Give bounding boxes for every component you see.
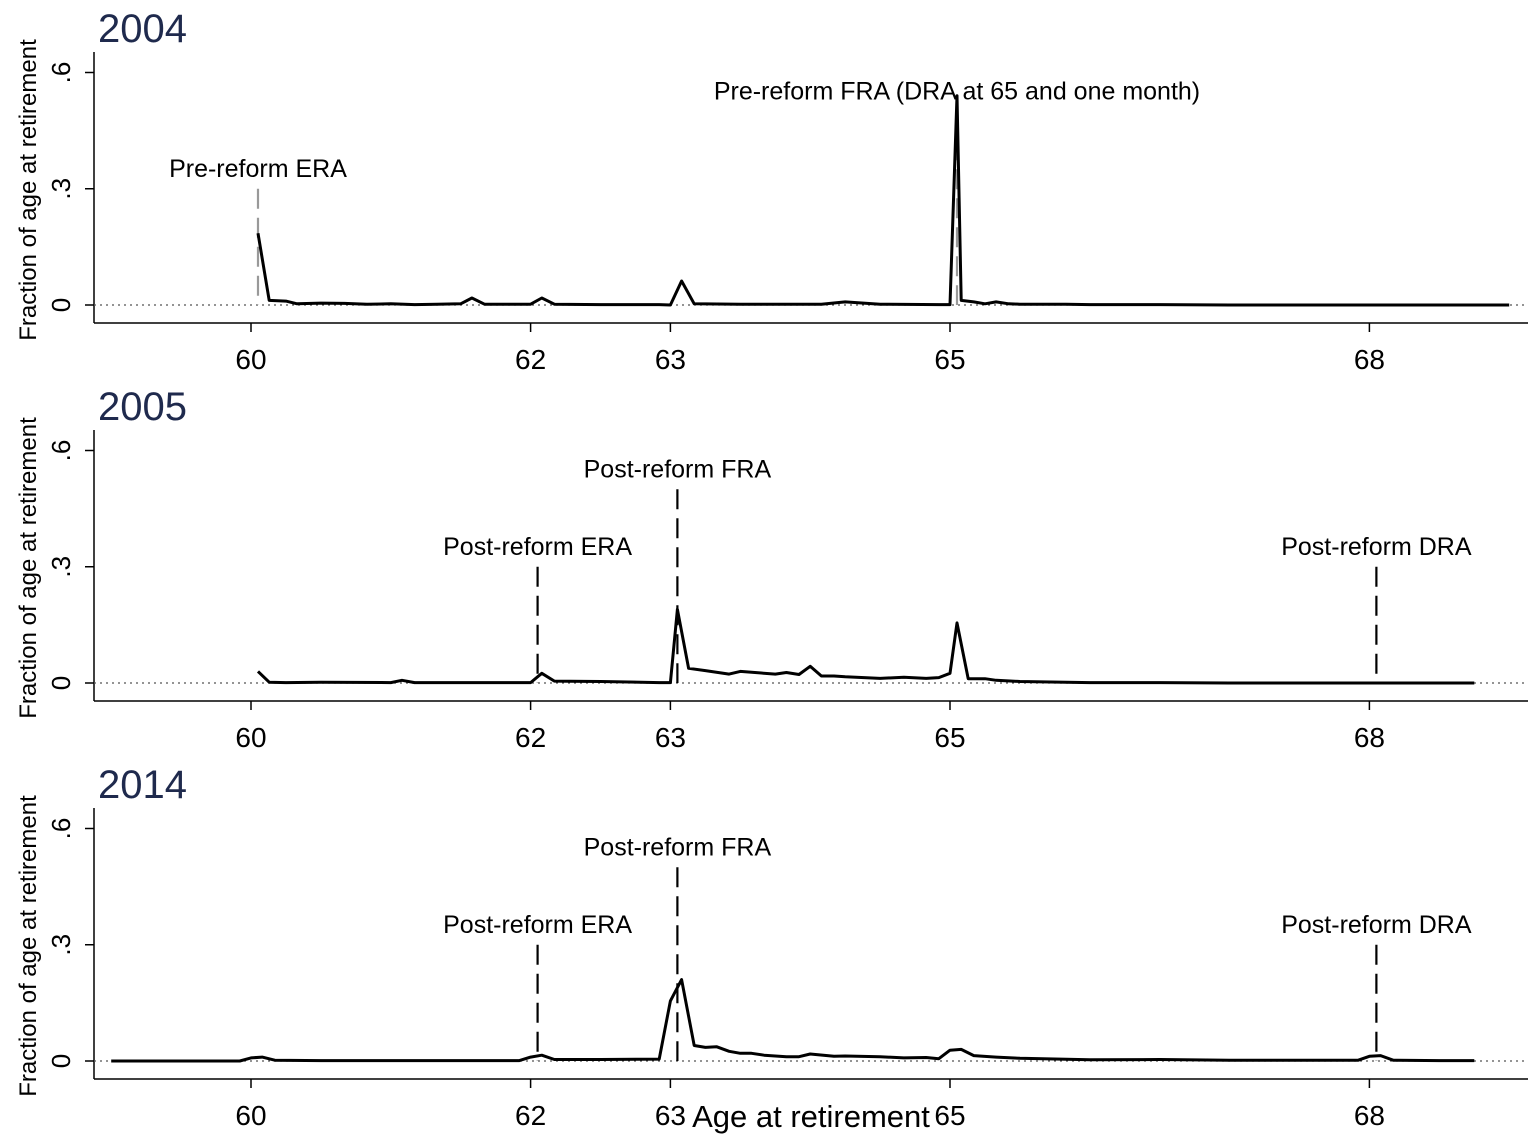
y-tick-label: .6	[46, 818, 76, 840]
series-line	[256, 607, 1475, 685]
y-tick-label: 0	[46, 1054, 76, 1068]
y-axis-title: Fraction of age at retirement	[15, 417, 42, 719]
annotation-label: Post-reform ERA	[443, 533, 632, 561]
panel-title: 2005	[98, 385, 187, 429]
panel-2014: 2014 Fraction of age at retirement 0 .3 .6 60…	[15, 763, 1528, 1131]
annotation-label: Post-reform ERA	[443, 911, 632, 939]
y-tick-label: 0	[46, 298, 76, 312]
x-tick-label: 68	[1354, 344, 1385, 375]
chart-panels: 2004 Fraction of age at retirement 0 .3 .6 60…	[15, 7, 1528, 1131]
panel-2005: 2005 Fraction of age at retirement 0 .3 .6 60…	[15, 385, 1528, 753]
series-line	[111, 978, 1475, 1063]
x-tick-label: 65	[934, 344, 965, 375]
annotation-label: Post-reform DRA	[1281, 533, 1472, 561]
panel-title: 2004	[98, 7, 187, 51]
panel-title: 2014	[98, 763, 187, 807]
x-tick-label: 68	[1354, 1100, 1385, 1131]
x-tick-label: 60	[235, 722, 266, 753]
y-axis-title: Fraction of age at retirement	[15, 795, 42, 1097]
annotation-label: Post-reform FRA	[584, 833, 772, 861]
x-tick-label: 63	[655, 722, 686, 753]
y-tick-label: .3	[46, 556, 76, 578]
annotation-label: Pre-reform FRA (DRA at 65 and one month)	[714, 77, 1200, 105]
y-tick-label: .6	[46, 440, 76, 462]
x-tick-label: 63	[655, 1100, 686, 1131]
x-tick-label: 65	[934, 722, 965, 753]
y-tick-label: .3	[46, 178, 76, 200]
x-tick-label: 62	[515, 722, 546, 753]
annotation-label: Post-reform DRA	[1281, 911, 1472, 939]
x-tick-label: 60	[235, 1100, 266, 1131]
y-axis-title: Fraction of age at retirement	[15, 39, 42, 341]
x-tick-label: 62	[515, 1100, 546, 1131]
x-tick-label: 62	[515, 344, 546, 375]
x-axis-title: Age at retirement	[692, 1099, 930, 1134]
x-tick-label: 60	[235, 344, 266, 375]
x-tick-label: 65	[934, 1100, 965, 1131]
y-tick-label: .3	[46, 934, 76, 956]
y-tick-label: .6	[46, 62, 76, 84]
x-tick-label: 63	[655, 344, 686, 375]
series-line	[256, 94, 1510, 307]
annotation-label: Pre-reform ERA	[169, 155, 347, 183]
x-tick-label: 68	[1354, 722, 1385, 753]
y-tick-label: 0	[46, 676, 76, 690]
annotation-label: Post-reform FRA	[584, 455, 772, 483]
panel-2004: 2004 Fraction of age at retirement 0 .3 .6 60…	[15, 7, 1528, 375]
